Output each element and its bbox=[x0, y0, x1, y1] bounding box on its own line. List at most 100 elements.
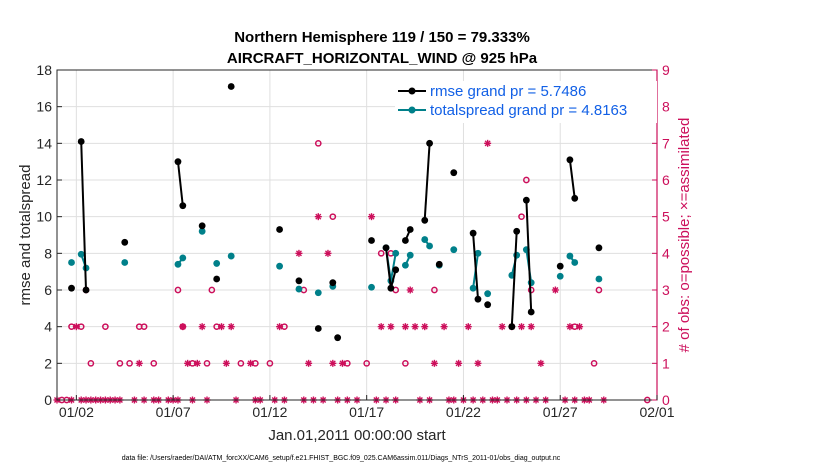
rmse-point bbox=[571, 194, 579, 202]
totalspread-point bbox=[368, 283, 375, 291]
rmse-point bbox=[450, 169, 458, 177]
possible-obs-marker bbox=[140, 323, 148, 331]
y2-tick-label: 5 bbox=[662, 209, 670, 225]
rmse-point bbox=[198, 222, 206, 230]
totalspread-point bbox=[474, 249, 482, 257]
y-tick-label: 12 bbox=[36, 172, 52, 188]
assimilated-obs-marker bbox=[464, 323, 472, 331]
y-tick-label: 0 bbox=[44, 392, 52, 408]
rmse-line-segment bbox=[472, 233, 479, 300]
y-tick-label: 18 bbox=[36, 62, 52, 78]
assimilated-obs-marker bbox=[72, 323, 80, 331]
assimilated-obs-marker bbox=[576, 323, 584, 331]
rmse-point bbox=[513, 227, 521, 235]
legend-rmse-label: rmse grand pr = 5.7486 bbox=[430, 83, 586, 100]
legend-rmse-marker bbox=[408, 87, 416, 95]
assimilated-obs-marker bbox=[193, 359, 201, 367]
rmse-point bbox=[401, 237, 409, 244]
assimilated-obs-marker bbox=[566, 323, 574, 331]
y2-tick-label: 8 bbox=[662, 99, 670, 115]
possible-obs-marker bbox=[377, 249, 385, 257]
totalspread-point bbox=[314, 289, 322, 297]
rmse-point bbox=[368, 237, 375, 244]
assimilated-obs-marker bbox=[518, 323, 526, 331]
chart-title-line-2: AIRCRAFT_HORIZONTAL_WIND @ 925 hPa bbox=[227, 50, 538, 67]
assimilated-obs-marker bbox=[430, 359, 438, 367]
y-tick-label: 14 bbox=[36, 135, 52, 151]
assimilated-obs-marker bbox=[474, 359, 482, 367]
totalspread-point bbox=[556, 272, 564, 280]
totalspread-point bbox=[77, 250, 85, 258]
assimilated-obs-marker bbox=[227, 323, 235, 331]
y2-tick-label: 6 bbox=[662, 172, 670, 188]
rmse-point bbox=[276, 226, 283, 233]
rmse-point bbox=[387, 284, 395, 292]
y2-tick-label: 3 bbox=[662, 282, 670, 298]
assimilated-obs-marker bbox=[276, 323, 284, 331]
possible-obs-marker bbox=[402, 359, 409, 367]
totalspread-point bbox=[174, 260, 182, 268]
assimilated-obs-marker bbox=[305, 359, 313, 367]
rmse-point bbox=[435, 260, 443, 268]
rmse-point bbox=[174, 158, 182, 166]
rmse-point bbox=[484, 301, 492, 309]
y-tick-label: 10 bbox=[36, 209, 52, 225]
possible-obs-marker bbox=[329, 213, 337, 221]
y2-tick-label: 0 bbox=[662, 392, 670, 408]
totalspread-point bbox=[121, 259, 129, 266]
possible-obs-marker bbox=[208, 286, 216, 294]
rmse-point bbox=[213, 275, 221, 283]
rmse-line-segment bbox=[80, 141, 87, 291]
assimilated-obs-marker bbox=[247, 359, 255, 367]
rmse-point bbox=[522, 196, 530, 204]
possible-obs-marker bbox=[102, 323, 109, 331]
assimilated-obs-marker bbox=[484, 139, 492, 147]
assimilated-obs-marker bbox=[440, 323, 448, 331]
data-file-footnote: data file: /Users/raeder/DAI/ATM_forcXX/… bbox=[122, 455, 561, 462]
plot-background bbox=[57, 70, 657, 400]
rmse-point bbox=[421, 216, 429, 224]
rmse-line-segment bbox=[423, 143, 431, 221]
rmse-point bbox=[469, 229, 477, 237]
x-tick-label: 01/17 bbox=[349, 404, 384, 420]
assimilated-obs-marker bbox=[411, 323, 419, 331]
totalspread-point bbox=[513, 251, 521, 259]
assimilated-obs-marker bbox=[455, 359, 463, 367]
totalspread-point bbox=[198, 227, 206, 235]
rmse-line-segment bbox=[510, 231, 518, 327]
y-axis-label: rmse and totalspread bbox=[17, 165, 34, 306]
assimilated-obs-marker bbox=[222, 359, 230, 367]
totalspread-point bbox=[179, 254, 187, 262]
y2-tick-label: 9 bbox=[662, 62, 670, 78]
rmse-point bbox=[392, 266, 400, 274]
totalspread-point bbox=[213, 260, 221, 267]
rmse-point bbox=[68, 284, 75, 292]
assimilated-obs-marker bbox=[198, 323, 206, 331]
rmse-point bbox=[426, 139, 433, 147]
assimilated-obs-marker bbox=[184, 359, 192, 367]
totalspread-point bbox=[68, 259, 75, 266]
rmse-point bbox=[121, 238, 129, 246]
totalspread-point bbox=[527, 279, 535, 287]
rmse-point bbox=[406, 226, 414, 233]
assimilated-obs-marker bbox=[218, 323, 226, 331]
assimilated-obs-marker bbox=[537, 359, 545, 367]
rmse-point bbox=[227, 83, 235, 90]
rmse-line-segment bbox=[525, 200, 533, 313]
y2-tick-label: 2 bbox=[662, 319, 670, 335]
rmse-point bbox=[566, 156, 574, 164]
assimilated-obs-marker bbox=[401, 323, 409, 331]
possible-obs-marker bbox=[150, 359, 158, 367]
totalspread-point bbox=[450, 246, 458, 254]
series-layer bbox=[68, 83, 603, 342]
rmse-point bbox=[556, 262, 564, 270]
totalspread-point bbox=[401, 261, 409, 269]
possible-obs-marker bbox=[87, 359, 95, 367]
chart-title-line-1: Northern Hemisphere 119 / 150 = 79.333% bbox=[234, 29, 530, 46]
legend: rmse grand pr = 5.7486 totalspread grand… bbox=[395, 81, 657, 123]
rmse-point bbox=[77, 138, 85, 145]
rmse-point bbox=[295, 277, 303, 285]
